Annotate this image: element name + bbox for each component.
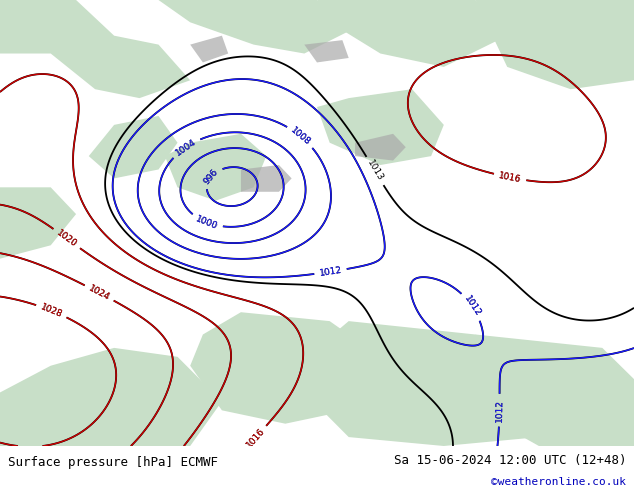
Text: 1028: 1028 xyxy=(39,302,64,319)
Text: 1012: 1012 xyxy=(495,399,504,422)
Text: 1016: 1016 xyxy=(244,427,266,450)
Text: 1012: 1012 xyxy=(495,399,504,422)
Text: 1013: 1013 xyxy=(365,159,385,183)
Text: 1028: 1028 xyxy=(39,302,64,319)
Polygon shape xyxy=(0,0,190,98)
Text: 996: 996 xyxy=(202,167,220,186)
Text: 1008: 1008 xyxy=(289,125,313,147)
Text: 1012: 1012 xyxy=(318,266,342,278)
Polygon shape xyxy=(0,348,222,446)
Text: Sa 15-06-2024 12:00 UTC (12+48): Sa 15-06-2024 12:00 UTC (12+48) xyxy=(394,454,626,466)
Text: 1016: 1016 xyxy=(498,171,522,184)
Polygon shape xyxy=(476,335,634,446)
Polygon shape xyxy=(304,321,571,446)
Text: 1008: 1008 xyxy=(289,125,313,147)
Polygon shape xyxy=(158,0,349,53)
Polygon shape xyxy=(317,89,444,165)
Text: 1012: 1012 xyxy=(462,294,482,319)
Text: 1012: 1012 xyxy=(318,266,342,278)
Text: 1000: 1000 xyxy=(195,214,219,231)
Polygon shape xyxy=(0,187,76,259)
Polygon shape xyxy=(165,134,266,201)
Text: 1016: 1016 xyxy=(498,171,522,184)
Text: 1004: 1004 xyxy=(174,137,198,157)
Text: 1000: 1000 xyxy=(195,214,219,231)
Polygon shape xyxy=(476,0,634,89)
Text: 1024: 1024 xyxy=(87,284,112,302)
Text: 996: 996 xyxy=(202,167,220,186)
Text: 1020: 1020 xyxy=(55,228,79,249)
Polygon shape xyxy=(190,36,228,62)
Text: 1016: 1016 xyxy=(244,427,266,450)
Polygon shape xyxy=(355,134,406,161)
Polygon shape xyxy=(190,312,380,424)
Polygon shape xyxy=(89,116,178,178)
Text: 1004: 1004 xyxy=(174,137,198,157)
Text: 1024: 1024 xyxy=(87,284,112,302)
Polygon shape xyxy=(241,165,292,192)
Text: 1012: 1012 xyxy=(462,294,482,319)
Text: 1020: 1020 xyxy=(55,228,79,249)
Text: Surface pressure [hPa] ECMWF: Surface pressure [hPa] ECMWF xyxy=(8,456,217,469)
Polygon shape xyxy=(317,0,507,67)
Polygon shape xyxy=(304,40,349,62)
Text: ©weatheronline.co.uk: ©weatheronline.co.uk xyxy=(491,477,626,487)
